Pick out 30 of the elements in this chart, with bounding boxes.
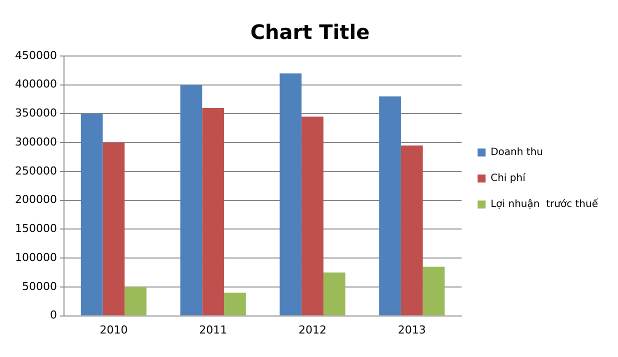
- y-tick-label: 0: [50, 308, 57, 322]
- legend-label: Lợi nhuận trước thuế: [490, 198, 599, 210]
- bar: [180, 84, 202, 316]
- bar: [102, 142, 125, 316]
- bar: [202, 108, 224, 316]
- y-tick-label: 100000: [14, 250, 57, 264]
- bar: [280, 73, 302, 316]
- chart-title: Chart Title: [250, 20, 370, 44]
- x-tick-label: 2011: [199, 323, 228, 336]
- y-tick-label: 250000: [14, 164, 57, 178]
- bar: [224, 292, 246, 316]
- bar: [400, 145, 423, 316]
- x-tick-label: 2013: [398, 323, 426, 336]
- bar: [302, 116, 324, 316]
- y-tick-label: 300000: [14, 135, 57, 148]
- y-tick-label: 150000: [14, 222, 57, 236]
- y-tick-label: 200000: [14, 193, 57, 206]
- bar: [80, 114, 103, 316]
- bar: [323, 272, 346, 316]
- x-tick-label: 2012: [298, 323, 326, 336]
- bar: [422, 266, 445, 316]
- legend-label: Doanh thu: [490, 147, 544, 158]
- y-tick-label: 400000: [14, 78, 57, 91]
- bar: [124, 286, 146, 316]
- x-tick-label: 2010: [100, 323, 128, 336]
- y-tick-label: 350000: [14, 106, 57, 120]
- y-tick-label: 50000: [22, 280, 57, 293]
- y-tick-label: 450000: [14, 48, 57, 62]
- bar: [379, 96, 401, 316]
- legend-label: Chi phí: [490, 173, 527, 184]
